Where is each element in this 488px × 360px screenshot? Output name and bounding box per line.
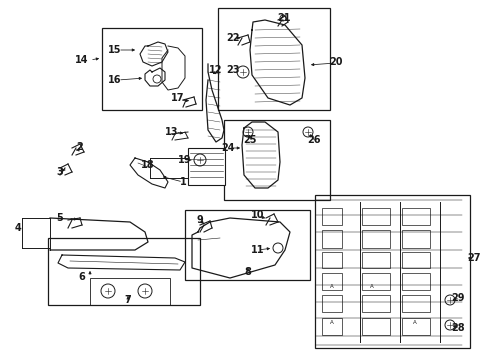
Text: 19: 19 — [178, 155, 191, 165]
Bar — [361, 318, 389, 335]
Bar — [48, 238, 200, 305]
Text: 22: 22 — [226, 33, 239, 43]
Bar — [361, 208, 389, 225]
Bar — [102, 28, 202, 110]
Text: 26: 26 — [306, 135, 320, 145]
Bar — [361, 230, 389, 248]
Text: 17: 17 — [171, 93, 184, 103]
Text: 10: 10 — [251, 210, 264, 220]
Bar — [401, 273, 429, 290]
Text: 16: 16 — [108, 75, 122, 85]
Text: 1: 1 — [179, 177, 186, 187]
Bar — [90, 278, 170, 305]
Text: 24: 24 — [221, 143, 234, 153]
Text: 18: 18 — [141, 160, 155, 170]
Bar — [321, 230, 341, 248]
Bar — [218, 8, 329, 110]
Text: 9: 9 — [196, 215, 203, 225]
Text: 3: 3 — [57, 167, 63, 177]
Bar — [401, 252, 429, 268]
Text: 5: 5 — [57, 213, 63, 223]
Text: 27: 27 — [467, 253, 480, 263]
Text: 2: 2 — [77, 142, 83, 152]
Text: A: A — [412, 320, 416, 325]
Bar — [401, 230, 429, 248]
Text: 11: 11 — [251, 245, 264, 255]
Text: 23: 23 — [226, 65, 239, 75]
Bar — [184, 210, 309, 280]
Bar — [401, 208, 429, 225]
Text: 13: 13 — [165, 127, 179, 137]
Text: 29: 29 — [450, 293, 464, 303]
Text: A: A — [329, 320, 333, 325]
Bar — [187, 148, 224, 185]
Text: 20: 20 — [328, 57, 342, 67]
Bar — [321, 252, 341, 268]
Text: 21: 21 — [277, 13, 290, 23]
Bar — [321, 208, 341, 225]
Bar — [224, 120, 329, 200]
Text: 4: 4 — [15, 223, 21, 233]
Text: 15: 15 — [108, 45, 122, 55]
Text: 8: 8 — [244, 267, 251, 277]
Text: 6: 6 — [79, 272, 85, 282]
Text: 25: 25 — [243, 135, 256, 145]
Bar — [321, 273, 341, 290]
Bar — [361, 252, 389, 268]
Bar — [314, 195, 469, 348]
Text: 28: 28 — [450, 323, 464, 333]
Bar — [321, 318, 341, 335]
Bar — [361, 273, 389, 290]
Bar — [361, 295, 389, 312]
Text: 14: 14 — [75, 55, 88, 65]
Text: 12: 12 — [209, 65, 223, 75]
Bar — [401, 295, 429, 312]
Text: A: A — [329, 284, 333, 288]
Bar — [321, 295, 341, 312]
Text: A: A — [369, 284, 373, 288]
Bar — [401, 318, 429, 335]
Text: 7: 7 — [124, 295, 131, 305]
